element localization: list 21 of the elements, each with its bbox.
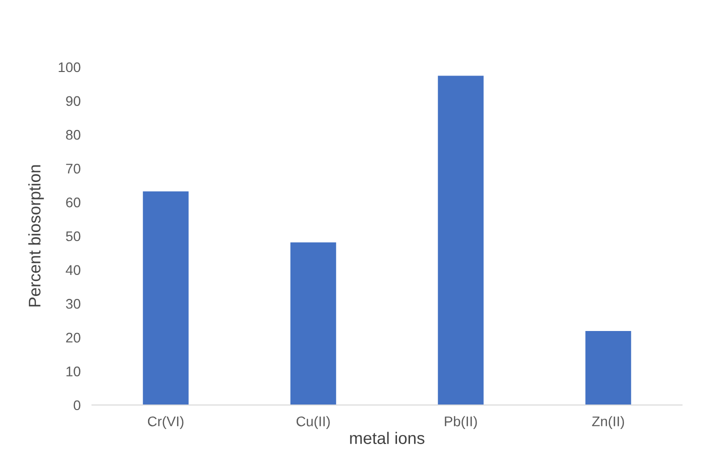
bar [142, 191, 189, 405]
y-tick-label: 60 [66, 198, 80, 208]
bar [290, 242, 336, 405]
y-tick-label: 100 [58, 62, 80, 72]
x-tick-label: Cr(VI) [148, 416, 184, 430]
y-tick-label: 90 [66, 96, 80, 106]
x-tick-label: Cu(II) [296, 416, 330, 430]
bar [438, 76, 484, 405]
y-axis-title: Percent biosorption [28, 165, 44, 306]
x-tick-label: Pb(II) [444, 416, 477, 430]
y-tick-label: 80 [66, 130, 80, 140]
x-axis-title: metal ions [350, 432, 424, 444]
y-tick-label: 0 [74, 400, 80, 410]
x-tick-label: Zn(II) [592, 416, 624, 430]
y-tick-label: 40 [66, 265, 80, 275]
bar [585, 330, 632, 405]
y-tick-label: 20 [66, 332, 80, 343]
y-tick-label: 30 [66, 298, 80, 309]
y-tick-label: 70 [66, 164, 80, 174]
y-tick-label: 10 [66, 366, 80, 376]
y-tick-label: 50 [66, 231, 80, 242]
